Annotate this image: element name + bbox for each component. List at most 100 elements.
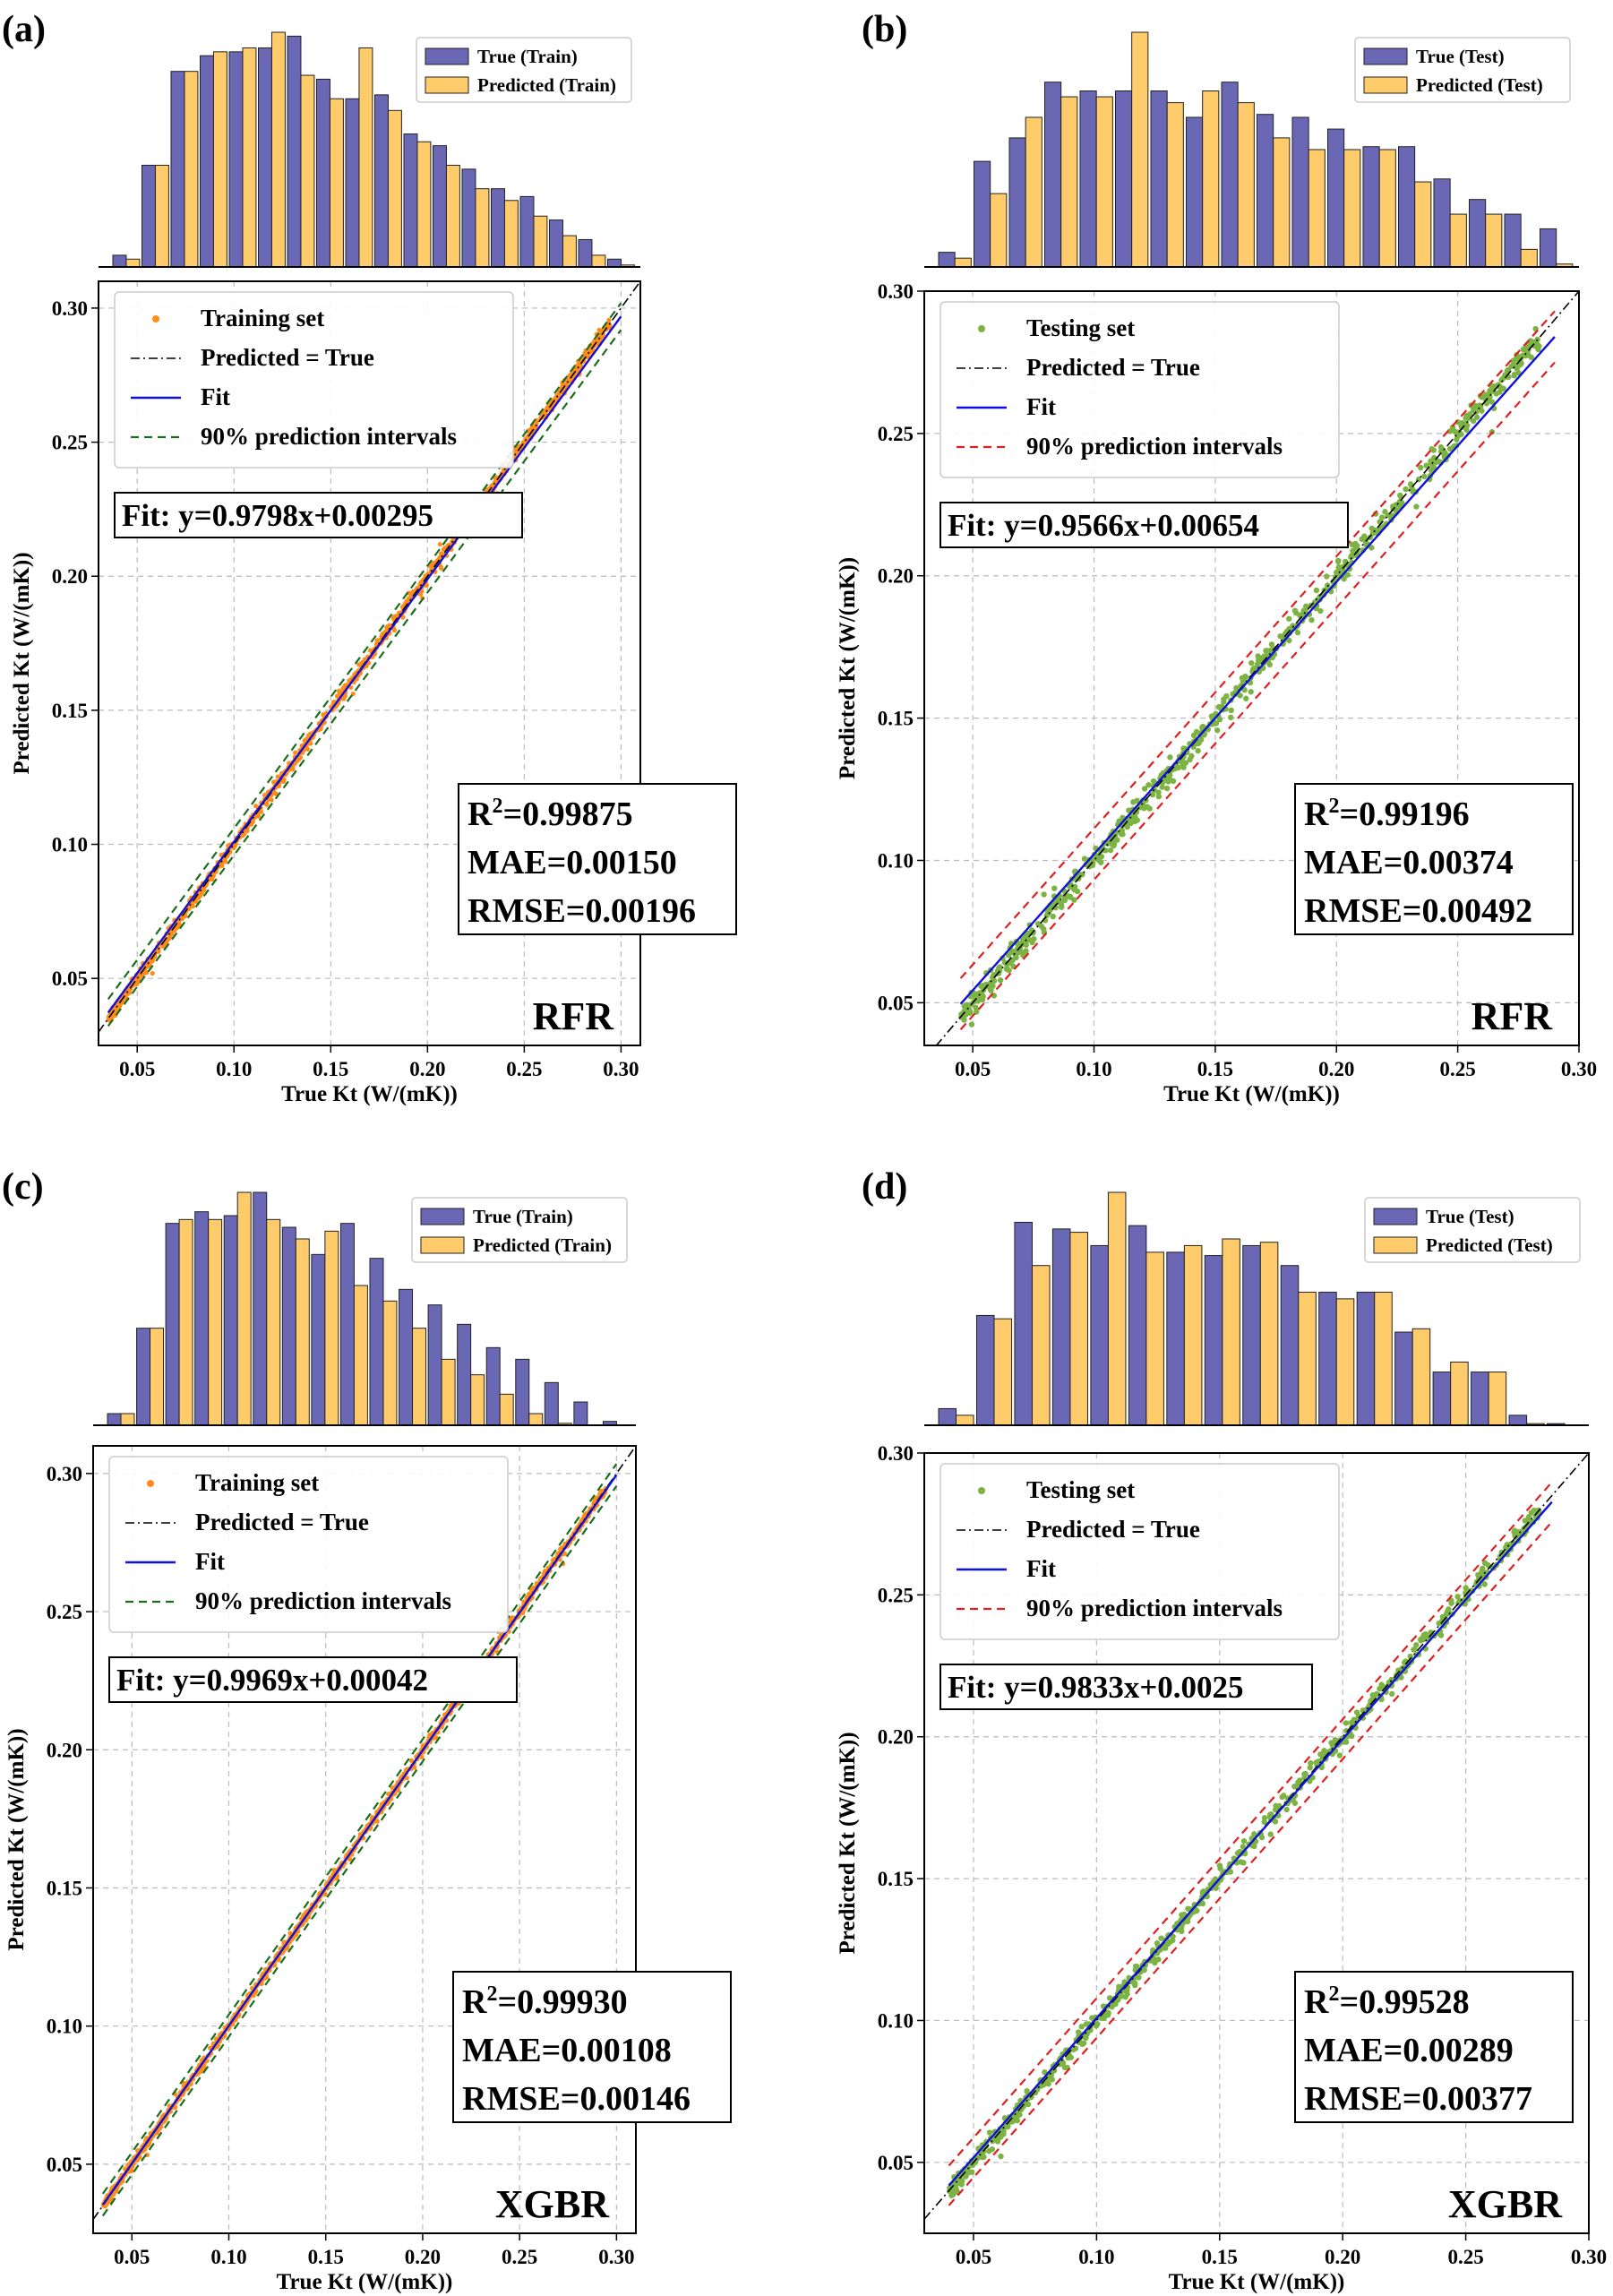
hist-bar-predicted <box>1298 1291 1317 1426</box>
scatter-point <box>998 2153 1004 2160</box>
hist-bar-true <box>578 238 593 268</box>
stats-r2-r: R <box>1304 1983 1329 2021</box>
hist-legend-swatch-true <box>425 47 469 65</box>
scatter-point <box>1163 785 1171 792</box>
scatter-point <box>1410 488 1416 494</box>
x-tick-label: 0.30 <box>1571 2246 1607 2268</box>
stats-mae: MAE=0.00108 <box>462 2032 672 2069</box>
scatter-point <box>948 2192 955 2198</box>
scatter-point <box>1243 695 1249 701</box>
hist-bar-predicted <box>1222 1238 1240 1426</box>
y-tick-label: 0.20 <box>878 565 914 588</box>
stats-r2-value: =0.99196 <box>1339 795 1469 833</box>
y-tick-label: 0.15 <box>878 1868 914 1890</box>
scatter-point <box>438 564 444 570</box>
hist-bar-true <box>1150 90 1168 268</box>
scatter-plot: 0.05 0.10 0.15 0.20 0.25 0.30 0.05 0.10 0.15 0.20… <box>836 280 1597 1106</box>
scatter-point <box>1149 791 1156 798</box>
scatter-point <box>1302 1770 1308 1777</box>
scatter-point <box>1418 464 1424 471</box>
scatter-point <box>1261 1815 1268 1821</box>
scatter-point <box>1248 689 1254 695</box>
scatter-point <box>1388 1690 1395 1698</box>
hist-bar-true <box>1115 90 1133 268</box>
scatter-point <box>1136 1974 1142 1981</box>
scatter-point <box>1049 2077 1055 2083</box>
hist-bar-predicted <box>300 74 315 268</box>
hist-bar-predicted <box>954 257 972 268</box>
axes-frame <box>92 1445 637 2234</box>
hist-bar-true <box>1398 146 1416 268</box>
hist-legend-box <box>416 37 632 103</box>
fit-annotation-text: Fit: y=0.9566x+0.00654 <box>948 508 1259 543</box>
legend-label: Training set <box>201 305 324 331</box>
x-tick-label: 0.05 <box>956 2246 991 2268</box>
x-tick-label: 0.25 <box>1440 1058 1476 1080</box>
hist-legend-label-true: True (Test) <box>1416 46 1505 67</box>
histogram: True (Train) Predicted (Train) <box>99 31 640 268</box>
stats-r2: R2=0.99930 <box>462 1982 628 2021</box>
hist-bar-true <box>1280 1265 1300 1426</box>
scatter-point <box>1155 789 1162 795</box>
scatter-point <box>256 813 262 819</box>
x-axis-label: True Kt (W/(mK)) <box>1169 2270 1345 2294</box>
scatter-point <box>202 887 207 893</box>
scatter-point <box>1268 641 1275 648</box>
scatter-point <box>1437 1632 1445 1638</box>
scatter-point <box>1248 659 1255 666</box>
hist-bar-true <box>1508 1415 1528 1426</box>
stats-r2-r: R <box>462 1983 487 2021</box>
scatter-point <box>1107 847 1114 854</box>
scatter-point <box>427 1732 433 1738</box>
pi-lower-line <box>107 329 622 1027</box>
y-tick-label: 0.15 <box>47 1877 82 1899</box>
x-axis-label: True Kt (W/(mK)) <box>281 1082 458 1106</box>
scatter-point <box>1159 784 1165 790</box>
x-tick-label: 0.25 <box>1447 2246 1483 2268</box>
hist-bar-predicted <box>1374 1291 1393 1426</box>
stats-r2-r: R <box>1304 795 1329 833</box>
fit-annotation: Fit: y=0.9566x+0.00654 <box>939 502 1349 548</box>
scatter-point <box>1254 661 1261 667</box>
scatter-point <box>997 964 1003 970</box>
hist-bar-true <box>403 133 418 268</box>
hist-bar-true <box>1221 82 1239 268</box>
hist-bar-predicted <box>1025 116 1042 268</box>
stats-box <box>1294 783 1574 935</box>
scatter-point <box>1070 2046 1077 2053</box>
scatter-point <box>1152 1956 1159 1963</box>
legend-label: Fit <box>1026 1555 1056 1582</box>
scatter-point <box>129 2168 134 2174</box>
legend-marker-scatter <box>978 1487 985 1494</box>
scatter-point <box>1382 509 1388 515</box>
hist-bar-predicted <box>150 1328 165 1426</box>
hist-bar-predicted <box>1343 149 1361 268</box>
x-tick-label: 0.10 <box>1078 2246 1114 2268</box>
hist-bar-predicted <box>125 258 141 268</box>
scatter-point <box>269 797 274 803</box>
scatter-point <box>1112 2000 1119 2008</box>
panel-label: (b) <box>862 9 907 50</box>
hist-bar-predicted <box>1131 31 1149 268</box>
x-tick-label: 0.25 <box>502 2246 537 2268</box>
scatter-point <box>1170 778 1177 785</box>
x-tick-label: 0.15 <box>308 2246 344 2268</box>
hist-bar-predicted <box>184 71 199 268</box>
scatter-point <box>1234 1850 1241 1856</box>
scatter-point <box>1283 1806 1290 1813</box>
scatter-point <box>1097 2015 1104 2021</box>
hist-bar-true <box>258 47 272 268</box>
hist-bar-true <box>573 1401 588 1426</box>
axes-frame <box>923 290 1580 1046</box>
scatter-point <box>1078 2024 1085 2030</box>
stats-mae: MAE=0.00150 <box>468 844 677 881</box>
x-tick-label: 0.20 <box>405 2246 441 2268</box>
scatter-point <box>1536 343 1542 349</box>
scatter-point <box>1221 699 1227 705</box>
scatter-point <box>1413 503 1420 510</box>
scatter-point <box>1514 362 1521 368</box>
hist-bar-predicted <box>1060 96 1078 268</box>
scatter-point <box>156 947 161 953</box>
hist-bar-predicted <box>1183 1244 1203 1426</box>
hist-bar-predicted <box>1107 1191 1127 1426</box>
